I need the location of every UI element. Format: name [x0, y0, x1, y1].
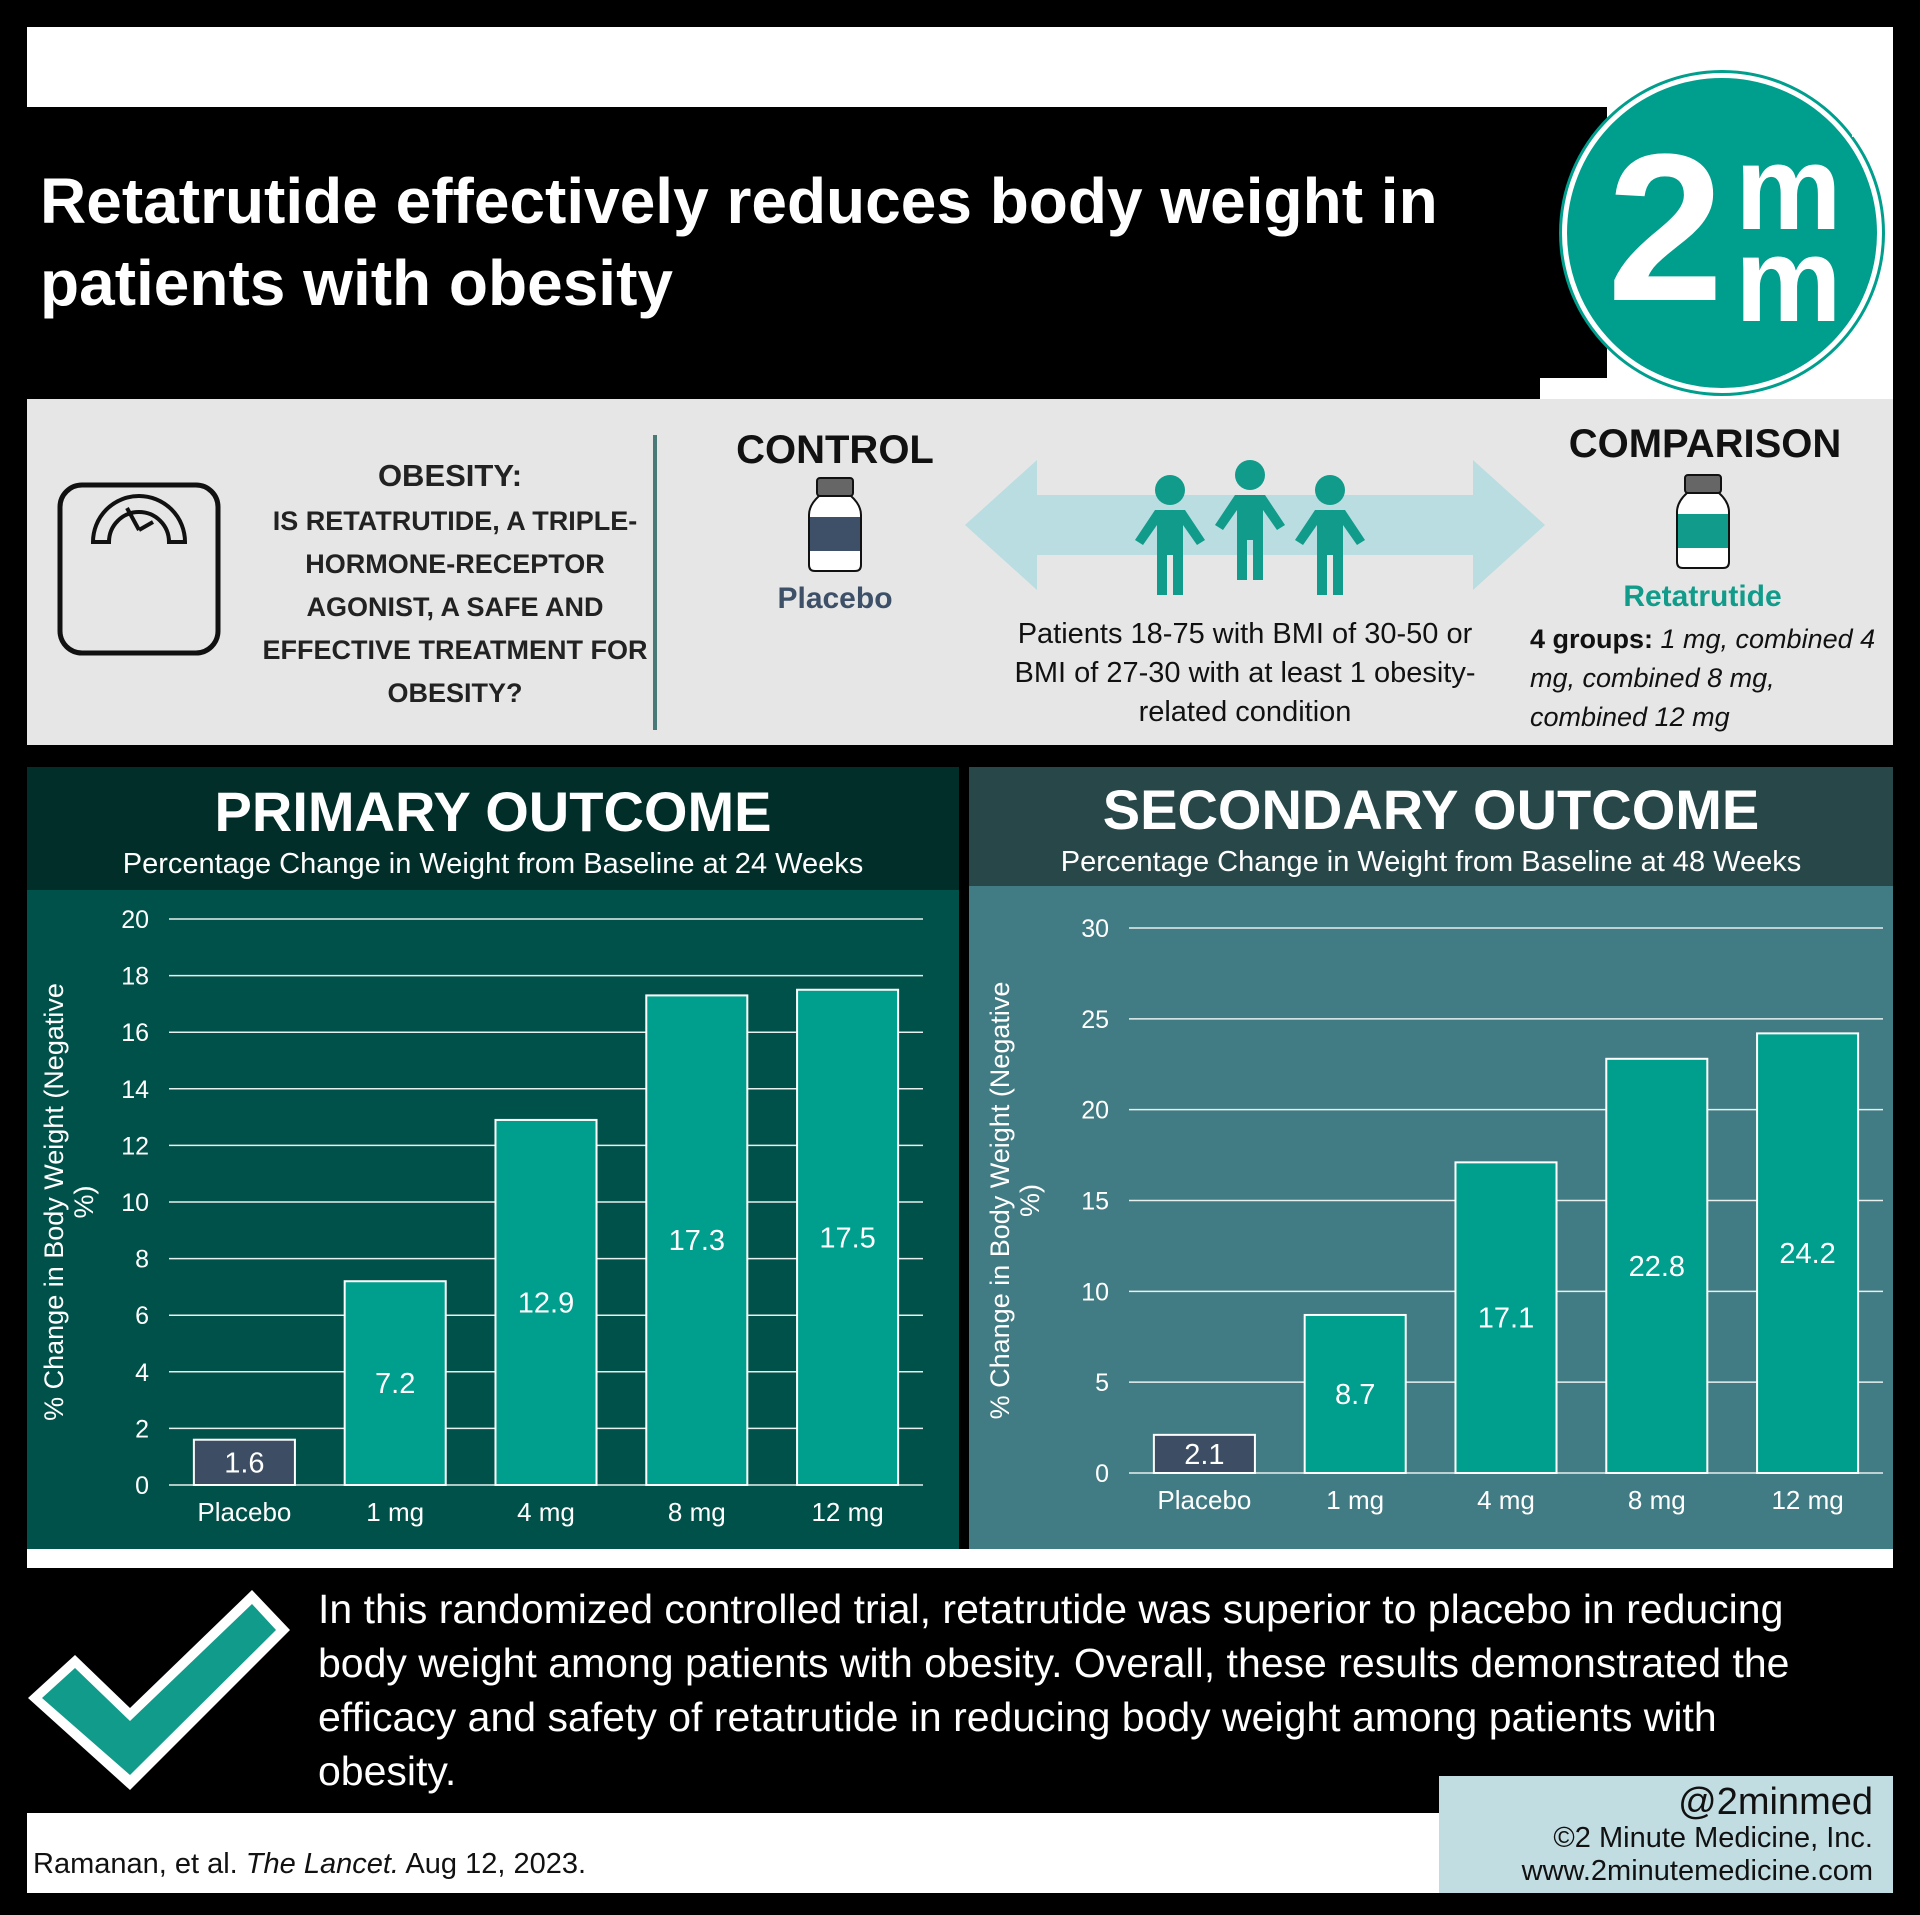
bar [1454, 1161, 1558, 1474]
secondary-chart: 0 5 10 15 20 25 30 % Change in Body Weight (Neg… [985, 915, 1883, 1515]
x-tick-label: 8 mg [668, 1497, 726, 1527]
bar [1605, 1057, 1709, 1475]
y-tick-label: 8 [135, 1246, 149, 1274]
y-tick-label: 14 [121, 1076, 149, 1104]
primary-subtitle: Percentage Change in Weight from Baselin… [122, 848, 864, 880]
y-tick-label: 15 [1081, 1188, 1109, 1216]
logo-tm: TM [1849, 126, 1867, 140]
citation-date: Aug 12, 2023. [398, 1848, 587, 1880]
y-tick-label: 0 [1095, 1460, 1109, 1488]
credit-box: @2minmed ©2 Minute Medicine, Inc. www.2m… [1439, 1776, 1893, 1893]
website-link[interactable]: www.2minutemedicine.com [1521, 1855, 1873, 1887]
x-tick-label: 4 mg [1477, 1485, 1535, 1515]
data-label: 17.3 [669, 1225, 725, 1257]
logo-m: m [1735, 121, 1842, 255]
citation: Ramanan, et al. The Lancet. Aug 12, 2023… [33, 1848, 586, 1881]
footer [27, 1813, 1439, 1893]
question-text: IS RETATRUTIDE, A TRIPLE-HORMONE-RECEPTO… [262, 506, 648, 708]
data-label: 2.1 [1184, 1439, 1224, 1471]
study-design-section [27, 399, 1893, 745]
y-tick-label: 4 [135, 1359, 149, 1387]
y-tick-label: 2 [135, 1415, 149, 1443]
bar [192, 1438, 296, 1486]
data-label: 7.2 [375, 1368, 415, 1400]
y-tick-label: 16 [121, 1019, 149, 1047]
secondary-title: SECONDARY OUTCOME [1102, 778, 1760, 841]
divider [653, 435, 657, 730]
data-label: 8.7 [1335, 1379, 1375, 1411]
placebo-vial-icon [808, 477, 862, 572]
y-tick-label: 20 [121, 906, 149, 934]
citation-journal: The Lancet. [245, 1848, 399, 1880]
x-tick-label: 1 mg [1326, 1485, 1384, 1515]
copyright: ©2 Minute Medicine, Inc. [1553, 1822, 1873, 1854]
y-tick-label: 5 [1095, 1369, 1109, 1397]
y-tick-label: 10 [1081, 1278, 1109, 1306]
comparison-label: Retatrutide [1623, 580, 1782, 613]
y-tick-label: 20 [1081, 1097, 1109, 1125]
bar [645, 994, 749, 1486]
top-strip [27, 27, 1893, 107]
conclusion-band [74, 1568, 1893, 1813]
data-label: 12.9 [518, 1287, 574, 1319]
logo-two: 2 [1607, 110, 1724, 345]
data-label: 17.5 [819, 1222, 875, 1254]
question-title: OBESITY: [377, 458, 523, 493]
primary-chart: 0 2 4 6 8 10 12 14 16 18 20 % Change in Body Weight… [39, 906, 923, 1527]
bar [343, 1280, 447, 1486]
y-tick-label: 30 [1081, 915, 1109, 943]
groups-label: 4 groups: [1530, 624, 1654, 654]
secondary-subtitle: Percentage Change in Weight from Baselin… [1060, 846, 1802, 878]
logo-m: m [1735, 213, 1842, 347]
x-tick-label: Placebo [197, 1497, 291, 1527]
retatrutide-vial-icon [1676, 474, 1730, 569]
citation-authors: Ramanan, et al. [33, 1848, 246, 1880]
spacer [27, 1549, 1893, 1568]
x-tick-label: Placebo [1157, 1485, 1251, 1515]
checkmark-icon [28, 1590, 290, 1790]
bar [796, 988, 900, 1486]
groups-text: 1 mg, combined 4 mg, combined 8 mg, comb… [1530, 624, 1876, 732]
data-label: 17.1 [1478, 1303, 1534, 1335]
x-tick-label: 1 mg [366, 1497, 424, 1527]
data-label: 22.8 [1629, 1251, 1685, 1283]
people-icon [1135, 460, 1365, 595]
population-arrow [965, 460, 1545, 595]
y-axis-label: % Change in Body Weight (Negative%) [985, 982, 1045, 1420]
twitter-handle[interactable]: @2minmed [1678, 1781, 1873, 1823]
population-text: Patients 18-75 with BMI of 30-50 or BMI … [1014, 618, 1476, 728]
x-tick-label: 12 mg [811, 1497, 883, 1527]
scale-icon [57, 482, 221, 656]
x-tick-label: 4 mg [517, 1497, 575, 1527]
bar [1152, 1433, 1256, 1474]
y-axis-label: % Change in Body Weight (Negative%) [39, 983, 99, 1421]
x-tick-label: 8 mg [1628, 1485, 1686, 1515]
y-tick-label: 0 [135, 1472, 149, 1500]
data-label: 1.6 [224, 1447, 264, 1479]
data-label: 24.2 [1779, 1238, 1835, 1270]
y-tick-label: 6 [135, 1302, 149, 1330]
bar [1303, 1313, 1407, 1475]
y-tick-label: 12 [121, 1132, 149, 1160]
bar [1756, 1032, 1860, 1474]
title-band [27, 107, 1607, 378]
page-title: Retatrutide effectively reduces body wei… [40, 165, 1438, 319]
y-tick-label: 25 [1081, 1006, 1109, 1034]
secondary-outcome-header: SECONDARY OUTCOME Percentage Change in W… [969, 767, 1893, 886]
comparison-groups: 4 groups: 1 mg, combined 4 mg, combined … [1530, 620, 1890, 737]
control-label: Placebo [777, 582, 893, 615]
control-heading: CONTROL [736, 428, 934, 472]
brand-logo: 2 m m TM [1562, 73, 1882, 393]
bar [494, 1118, 598, 1486]
primary-outcome-header: PRIMARY OUTCOME Percentage Change in Wei… [27, 767, 959, 890]
secondary-chart-panel [969, 886, 1893, 1549]
conclusion-text: In this randomized controlled trial, ret… [318, 1586, 1790, 1794]
primary-title: PRIMARY OUTCOME [214, 780, 772, 843]
x-tick-label: 12 mg [1771, 1485, 1843, 1515]
comparison-heading: COMPARISON [1568, 422, 1842, 466]
y-tick-label: 18 [121, 963, 149, 991]
y-tick-label: 10 [121, 1189, 149, 1217]
